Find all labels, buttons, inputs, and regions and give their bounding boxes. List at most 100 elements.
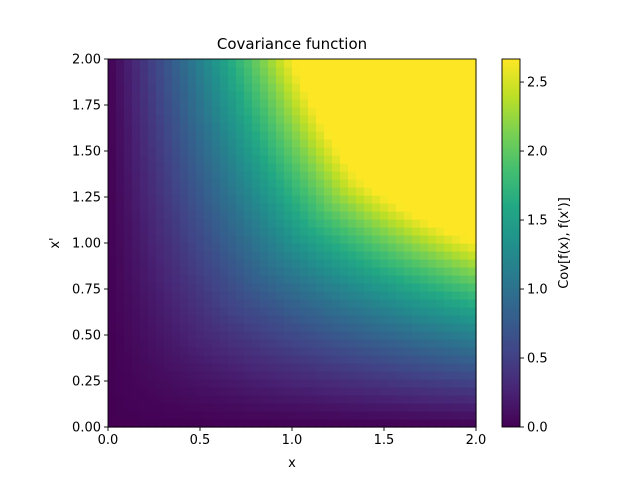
heatmap-cell <box>428 227 437 236</box>
heatmap-cell <box>436 331 445 340</box>
heatmap-cell <box>164 355 173 364</box>
heatmap-cell <box>132 283 141 292</box>
heatmap-cell <box>180 187 189 196</box>
heatmap-cell <box>348 123 357 132</box>
heatmap-cell <box>396 315 405 324</box>
colorbar-tick-label: 1.5 <box>527 214 548 229</box>
heatmap-cell <box>124 219 133 228</box>
heatmap-cell <box>124 315 133 324</box>
heatmap-cell <box>380 355 389 364</box>
heatmap-cell <box>228 411 237 420</box>
heatmap-cell <box>260 203 269 212</box>
heatmap-cell <box>196 411 205 420</box>
heatmap-cell <box>356 107 365 116</box>
heatmap-cell <box>132 171 141 180</box>
heatmap-cell <box>452 91 461 100</box>
heatmap-cell <box>332 187 341 196</box>
heatmap-cell <box>164 187 173 196</box>
heatmap-cell <box>204 99 213 108</box>
heatmap-cell <box>372 203 381 212</box>
heatmap-cell <box>188 187 197 196</box>
heatmap-cell <box>436 251 445 260</box>
heatmap-cell <box>316 299 325 308</box>
heatmap-cell <box>396 115 405 124</box>
heatmap-cell <box>436 363 445 372</box>
heatmap-cell <box>356 75 365 84</box>
heatmap-cell <box>316 235 325 244</box>
heatmap-cell <box>284 203 293 212</box>
heatmap-cell <box>380 155 389 164</box>
heatmap-cell <box>204 179 213 188</box>
heatmap-cell <box>164 275 173 284</box>
heatmap-cell <box>404 403 413 412</box>
heatmap-cell <box>388 67 397 76</box>
heatmap-cell <box>292 211 301 220</box>
heatmap-cell <box>436 347 445 356</box>
heatmap-cell <box>124 91 133 100</box>
heatmap-cell <box>252 187 261 196</box>
heatmap-cell <box>388 267 397 276</box>
heatmap-cell <box>268 307 277 316</box>
heatmap-cell <box>220 267 229 276</box>
heatmap-cell <box>284 155 293 164</box>
heatmap-cell <box>364 75 373 84</box>
heatmap-cell <box>188 307 197 316</box>
heatmap-cell <box>364 331 373 340</box>
heatmap-cell <box>300 107 309 116</box>
heatmap-cell <box>444 243 453 252</box>
heatmap-cell <box>124 211 133 220</box>
heatmap-cell <box>436 387 445 396</box>
heatmap-cell <box>300 251 309 260</box>
heatmap-cell <box>156 227 165 236</box>
heatmap-cell <box>132 267 141 276</box>
heatmap-cell <box>284 75 293 84</box>
heatmap-cell <box>316 75 325 84</box>
heatmap-cell <box>108 123 117 132</box>
heatmap-cell <box>428 403 437 412</box>
heatmap-cell <box>164 299 173 308</box>
heatmap-cell <box>308 243 317 252</box>
heatmap-cell <box>284 371 293 380</box>
heatmap-cell <box>156 411 165 420</box>
heatmap-cell <box>228 387 237 396</box>
heatmap-cell <box>300 419 309 428</box>
heatmap-cell <box>148 315 157 324</box>
heatmap-cell <box>188 115 197 124</box>
heatmap-cell <box>156 115 165 124</box>
heatmap-cell <box>116 339 125 348</box>
heatmap-cell <box>180 83 189 92</box>
heatmap-cell <box>436 107 445 116</box>
heatmap-cell <box>300 115 309 124</box>
y-tick-label: 0.25 <box>72 375 101 390</box>
heatmap-cell <box>188 339 197 348</box>
heatmap-cell <box>124 83 133 92</box>
heatmap-cell <box>388 99 397 108</box>
heatmap-cell <box>164 203 173 212</box>
heatmap-cell <box>228 331 237 340</box>
heatmap-cell <box>284 195 293 204</box>
heatmap-cell <box>156 83 165 92</box>
heatmap-cell <box>404 227 413 236</box>
heatmap-cell <box>124 243 133 252</box>
heatmap-cell <box>116 299 125 308</box>
heatmap-cell <box>180 235 189 244</box>
heatmap-cell <box>340 259 349 268</box>
heatmap-cell <box>388 379 397 388</box>
heatmap-cell <box>180 323 189 332</box>
heatmap-cell <box>324 291 333 300</box>
heatmap-cell <box>356 115 365 124</box>
heatmap-cell <box>188 59 197 68</box>
heatmap-cell <box>444 179 453 188</box>
heatmap-cell <box>124 75 133 84</box>
heatmap-cell <box>212 139 221 148</box>
heatmap-cell <box>228 395 237 404</box>
heatmap-cell <box>188 243 197 252</box>
heatmap-cell <box>124 67 133 76</box>
heatmap-cell <box>428 395 437 404</box>
heatmap-cell <box>460 75 469 84</box>
heatmap-cell <box>148 99 157 108</box>
heatmap-cell <box>468 259 477 268</box>
heatmap-cell <box>180 403 189 412</box>
heatmap-cell <box>172 235 181 244</box>
heatmap-cell <box>276 403 285 412</box>
